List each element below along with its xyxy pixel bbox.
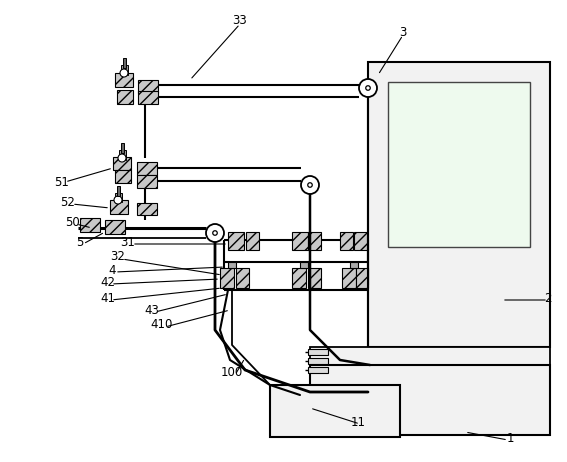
Bar [115,193,122,202]
Text: 51: 51 [54,176,69,188]
Text: 3: 3 [399,25,407,38]
Circle shape [308,183,312,187]
Bar [308,232,321,250]
Text: 410: 410 [151,318,173,332]
Text: 11: 11 [350,415,366,428]
Bar [138,80,158,93]
Bar [137,175,157,188]
Bar [80,218,100,232]
Bar [368,62,550,347]
Bar [228,232,244,250]
Text: 50: 50 [66,215,81,229]
Text: 100: 100 [221,366,243,379]
Bar [117,186,120,196]
Text: 31: 31 [121,236,136,249]
Bar [228,262,236,268]
Bar [310,347,550,367]
Bar [246,232,259,250]
Text: 4: 4 [108,263,116,276]
Bar [292,268,306,288]
Bar [117,90,133,104]
Text: 1: 1 [506,432,514,444]
Bar [354,232,367,250]
Bar [119,150,126,160]
Bar [342,268,356,288]
Bar [308,349,328,355]
Bar [388,82,530,247]
Circle shape [120,69,128,77]
Text: 5: 5 [77,236,84,249]
Bar [105,220,125,234]
Text: 32: 32 [111,250,125,263]
Bar [115,170,131,183]
Circle shape [301,176,319,194]
Bar [310,365,550,435]
Bar [121,65,128,75]
Bar [340,232,353,250]
Bar [137,162,157,175]
Bar [350,262,358,268]
Circle shape [359,79,377,97]
Bar [110,200,128,214]
Bar [236,268,249,288]
Bar [270,385,400,437]
Bar [308,367,328,373]
Bar [292,232,308,250]
Circle shape [213,231,217,235]
Text: 41: 41 [100,292,116,304]
Bar [113,157,131,170]
Bar [308,268,321,288]
Bar [137,203,157,215]
Circle shape [206,224,224,242]
Text: 52: 52 [61,195,75,208]
Bar [123,58,126,68]
Circle shape [118,154,126,162]
Bar [308,358,328,364]
Bar [115,73,133,87]
Bar [300,262,308,268]
Circle shape [114,196,122,204]
Text: 42: 42 [100,275,116,288]
Text: 2: 2 [544,292,552,304]
Bar [138,91,158,104]
Bar [356,268,368,288]
Bar [220,268,234,288]
Text: 33: 33 [232,13,247,26]
Text: 43: 43 [145,304,159,316]
Circle shape [366,86,370,90]
Bar [121,143,124,153]
